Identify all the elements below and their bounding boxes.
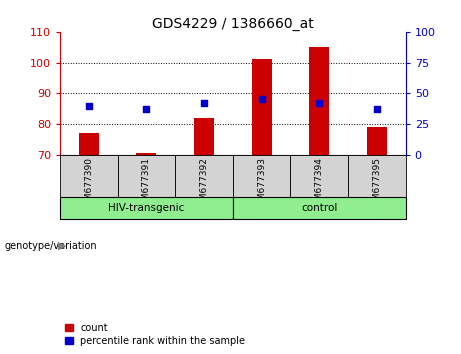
Text: GSM677394: GSM677394	[315, 157, 324, 212]
Bar	[118, 155, 175, 197]
Title: GDS4229 / 1386660_at: GDS4229 / 1386660_at	[152, 17, 313, 31]
Bar	[175, 155, 233, 197]
Bar	[367, 127, 387, 155]
Point	[258, 97, 266, 102]
Point	[373, 106, 381, 112]
Point	[315, 100, 323, 106]
Point	[85, 103, 92, 108]
Legend: count, percentile rank within the sample: count, percentile rank within the sample	[65, 323, 245, 346]
Text: GSM677391: GSM677391	[142, 157, 151, 212]
Point	[200, 100, 207, 106]
Bar	[252, 59, 272, 155]
Text: ▶: ▶	[58, 241, 66, 251]
Point	[142, 106, 150, 112]
Bar	[194, 118, 214, 155]
Bar	[60, 155, 118, 197]
Bar	[233, 197, 406, 219]
Bar	[79, 133, 99, 155]
Text: GSM677392: GSM677392	[200, 157, 208, 212]
Bar	[348, 155, 406, 197]
Text: GSM677390: GSM677390	[84, 157, 93, 212]
Bar	[60, 197, 233, 219]
Text: genotype/variation: genotype/variation	[5, 241, 97, 251]
Bar	[233, 155, 290, 197]
Text: HIV-transgenic: HIV-transgenic	[108, 203, 184, 213]
Text: GSM677395: GSM677395	[372, 157, 381, 212]
Bar	[136, 153, 156, 155]
Bar	[290, 155, 348, 197]
Bar	[309, 47, 329, 155]
Text: control: control	[301, 203, 337, 213]
Text: GSM677393: GSM677393	[257, 157, 266, 212]
